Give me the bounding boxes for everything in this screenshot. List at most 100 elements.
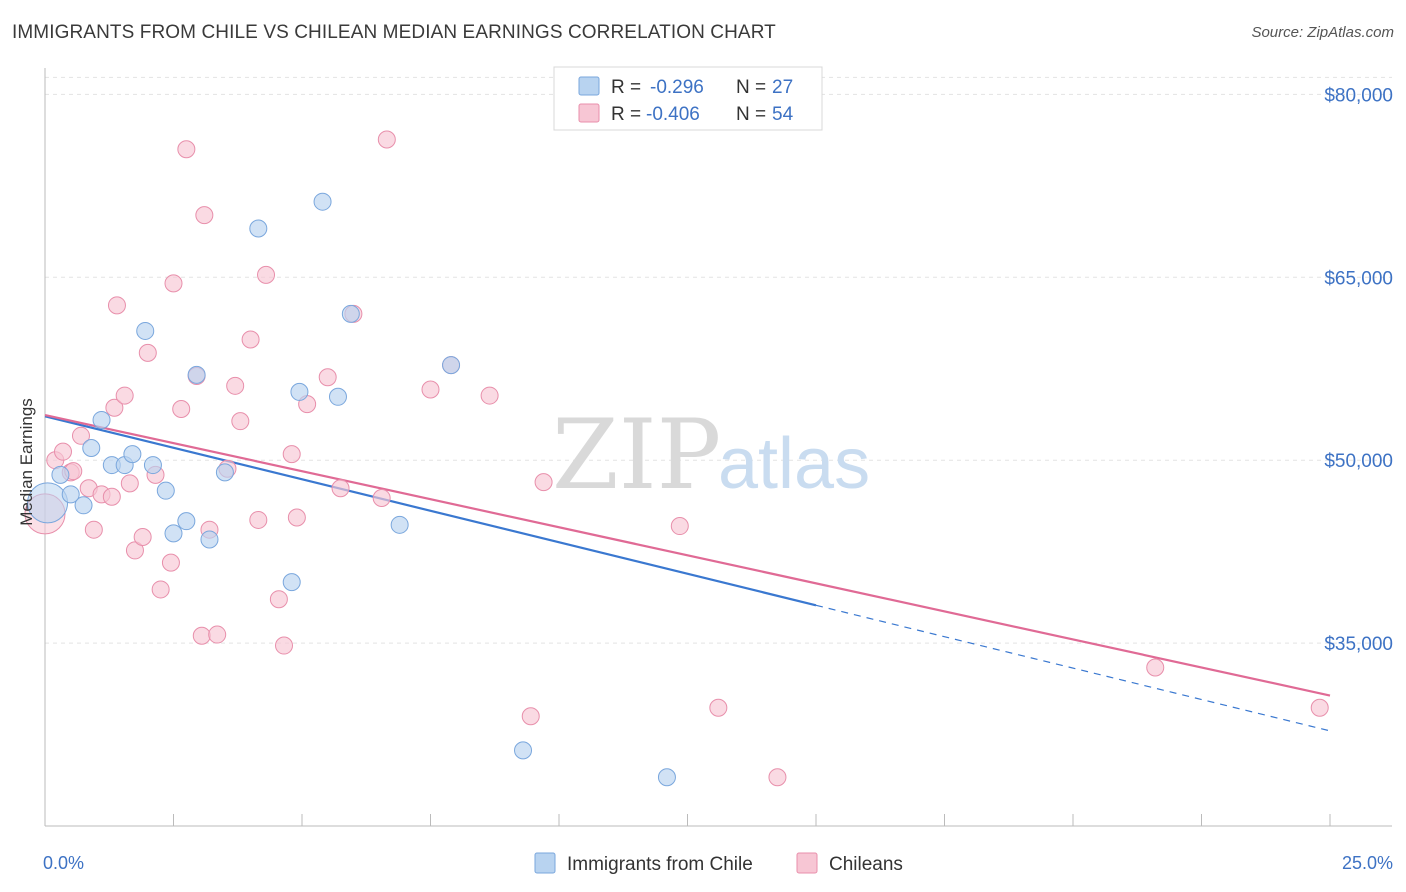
chileans-point-12: [115, 386, 134, 405]
chile-point-22: [341, 304, 360, 323]
chileans-point-48: [534, 473, 553, 492]
gridlines: [45, 76, 1392, 644]
bottom-legend: Immigrants from Chile Chileans: [534, 852, 903, 875]
chile-point-13: [177, 512, 196, 531]
bottom-legend-label-pink: Chileans: [829, 854, 903, 875]
chileans-point-31: [241, 330, 260, 349]
chile-point-2: [61, 485, 80, 504]
chileans-point-34: [269, 590, 288, 609]
chile-point-21: [328, 387, 347, 406]
x-tick-label-max: 25.0%: [1342, 853, 1393, 873]
chileans-point-53: [1310, 698, 1329, 717]
chile-point-17: [249, 219, 268, 238]
legend-n-value-2: 54: [772, 104, 794, 125]
y-axis-title: Median Earnings: [17, 398, 36, 526]
chile-point-12: [164, 524, 183, 543]
chile-point-14: [187, 365, 206, 384]
trend-line-chile: [44, 415, 817, 607]
legend-n-label-2: N =: [736, 104, 766, 125]
chile-point-19: [290, 382, 309, 401]
chile-point-20: [313, 192, 332, 211]
chileans-point-47: [521, 707, 540, 726]
chileans-point-2: [53, 442, 72, 461]
chileans-point-50: [709, 698, 728, 717]
chileans-point-11: [107, 296, 126, 315]
legend-r-label-2: R =: [611, 104, 641, 125]
bottom-legend-label-blue: Immigrants from Chile: [567, 854, 753, 875]
chileans-point-22: [177, 140, 196, 159]
chileans-point-44: [421, 380, 440, 399]
trend-line-chileans: [44, 414, 1331, 697]
chileans-point-27: [208, 625, 227, 644]
chile-point-11: [156, 481, 175, 500]
chileans-point-35: [275, 636, 294, 655]
chileans-point-46: [480, 386, 499, 405]
chileans-point-21: [172, 399, 191, 418]
legend-r-value-2: -0.406: [646, 104, 700, 125]
trend-line-chile-extension: [815, 604, 1331, 732]
chile-point-24: [442, 356, 461, 375]
bottom-legend-swatch-pink: [796, 852, 818, 874]
chileans-point-36: [282, 445, 301, 464]
chileans-point-37: [287, 508, 306, 527]
y-tick-label-2: $65,000: [1324, 268, 1393, 289]
chileans-point-29: [226, 376, 245, 395]
data-points: [24, 130, 1329, 787]
chileans-point-24: [192, 626, 211, 645]
legend-n-label-1: N =: [736, 77, 766, 98]
chileans-point-42: [372, 488, 391, 507]
chileans-point-52: [1146, 658, 1165, 677]
chile-point-5: [92, 410, 111, 429]
chileans-point-32: [249, 510, 268, 529]
chileans-point-16: [138, 343, 157, 362]
chileans-point-40: [331, 479, 350, 498]
chileans-point-7: [84, 520, 103, 539]
trend-lines: [44, 414, 1331, 732]
chileans-point-43: [377, 130, 396, 149]
legend-r-value-1: -0.296: [650, 77, 704, 98]
x-tick-labels: 0.0% 25.0%: [43, 853, 1393, 873]
y-tick-labels: $35,000 $50,000 $65,000 $80,000: [1324, 85, 1393, 655]
chileans-point-19: [161, 553, 180, 572]
chile-point-4: [82, 439, 101, 457]
chileans-point-25: [195, 206, 214, 225]
chile-point-18: [282, 573, 301, 592]
bottom-legend-swatch-blue: [534, 852, 556, 874]
axes: [44, 68, 1392, 827]
chileans-point-30: [231, 412, 250, 431]
chileans-point-51: [768, 768, 787, 787]
legend-r-label-1: R =: [611, 77, 641, 98]
y-tick-label-0: $35,000: [1324, 634, 1393, 655]
chart-title: IMMIGRANTS FROM CHILE VS CHILEAN MEDIAN …: [12, 22, 776, 43]
chile-point-15: [200, 530, 219, 549]
chileans-point-39: [318, 368, 337, 387]
chile-point-25: [514, 741, 533, 760]
chile-point-16: [215, 463, 234, 482]
chileans-point-20: [164, 274, 183, 293]
chile-point-3: [74, 496, 93, 515]
chile-point-23: [390, 515, 409, 534]
y-tick-label-3: $80,000: [1324, 85, 1393, 106]
chileans-point-15: [133, 528, 152, 547]
chileans-point-13: [120, 474, 139, 493]
chileans-point-18: [151, 580, 170, 599]
chile-point-9: [136, 321, 155, 340]
watermark-atlas: atlas: [718, 424, 870, 504]
legend-n-value-1: 27: [772, 77, 793, 98]
chileans-point-49: [670, 517, 689, 536]
chileans-point-33: [257, 265, 276, 284]
chileans-point-10: [105, 398, 124, 417]
chile-point-0: [27, 482, 69, 524]
watermark: ZIP atlas: [552, 399, 870, 511]
x-tick-label-min: 0.0%: [43, 853, 84, 873]
watermark-zip: ZIP: [552, 399, 721, 511]
chileans-point-14: [125, 541, 144, 560]
chile-point-10: [143, 456, 162, 475]
chile-point-1: [51, 465, 70, 484]
legend-swatch-pink: [578, 103, 600, 123]
chileans-point-9: [102, 487, 121, 506]
chart-source: Source: ZipAtlas.com: [1251, 24, 1394, 41]
chileans-point-5: [71, 426, 90, 445]
legend: R = -0.296 N = 27 R = -0.406 N = 54: [553, 66, 823, 131]
